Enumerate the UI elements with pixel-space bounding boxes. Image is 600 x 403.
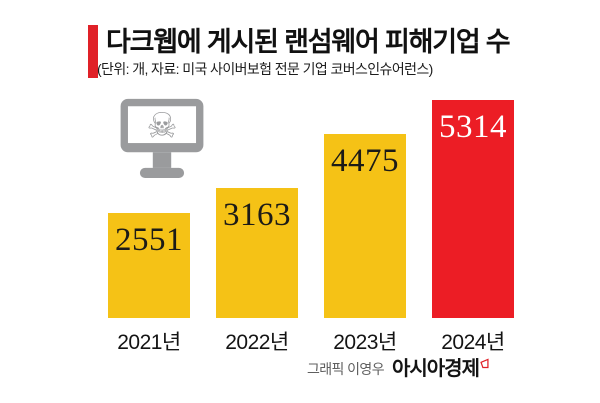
monitor-skull-icon-svg: ☠ xyxy=(120,98,204,179)
bar-2022년: 3163 xyxy=(216,188,298,318)
bar-2024년: 5314 xyxy=(432,100,514,318)
bar-value-label: 2551 xyxy=(115,222,183,258)
brand-logo-text: 아시아경제 xyxy=(391,358,480,380)
graphic-credit: 그래픽 이영우 xyxy=(307,361,385,377)
x-axis-label: 2022년 xyxy=(225,331,289,354)
credit-line: 그래픽 이영우 아시아경제 xyxy=(307,357,489,381)
monitor-stand xyxy=(152,152,172,168)
chart-unit-source-note: (단위: 개, 자료: 미국 사이버보험 전문 기업 코버스인슈어런스) xyxy=(97,61,433,77)
bar-value-label: 3163 xyxy=(223,197,291,233)
bar-2023년: 4475 xyxy=(324,134,406,318)
bar-value-label: 4475 xyxy=(331,143,399,179)
bar-2021년: 2551 xyxy=(108,213,190,318)
x-axis-label: 2024년 xyxy=(441,331,505,354)
skull-and-crossbones-icon: ☠ xyxy=(146,107,177,147)
brand-mark-icon xyxy=(480,358,489,369)
monitor-base xyxy=(139,167,185,179)
title-accent-bar xyxy=(88,25,98,78)
monitor-skull-icon: ☠ xyxy=(116,94,208,187)
x-axis-label: 2023년 xyxy=(333,331,397,354)
page-title: 다크웹에 게시된 랜섬웨어 피해기업 수 xyxy=(106,27,511,57)
bar-value-label: 5314 xyxy=(439,109,507,145)
x-axis-label: 2021년 xyxy=(117,331,181,354)
monitor-screen xyxy=(127,106,197,144)
